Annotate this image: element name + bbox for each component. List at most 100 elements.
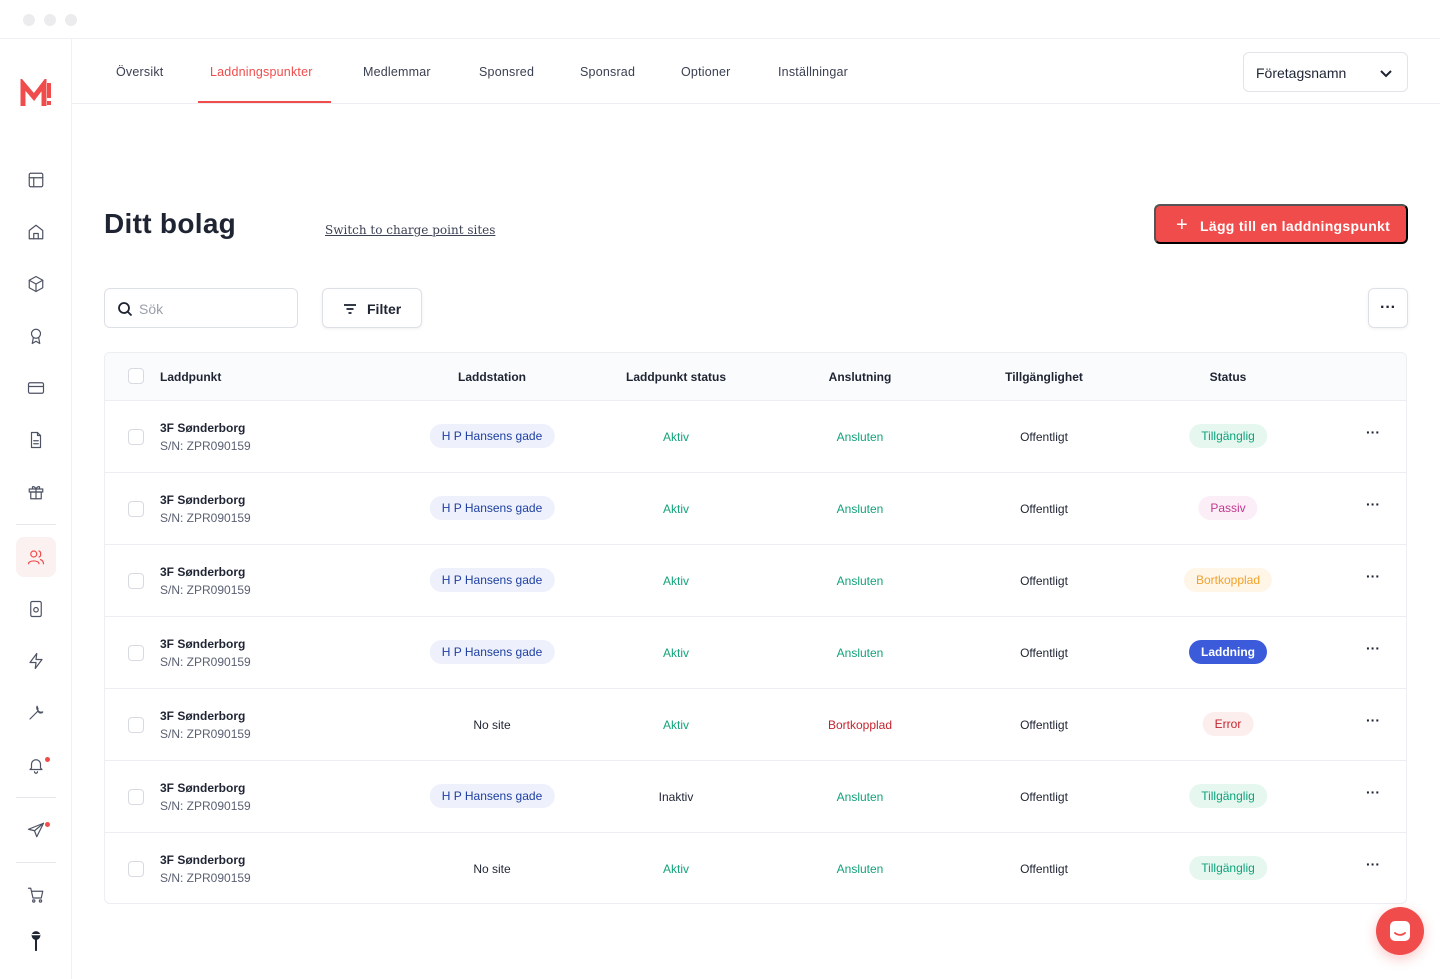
tab-oversikt[interactable]: Översikt: [116, 65, 164, 79]
table-row[interactable]: 3F Sønderborg S/N: ZPR090159 No site Aktiv A…: [105, 833, 1406, 903]
availability: Offentligt: [1020, 862, 1068, 876]
charge-point-name: 3F Sønderborg: [160, 781, 246, 795]
column-header-laddstation[interactable]: Laddstation: [458, 370, 526, 384]
row-more-button[interactable]: ···: [1366, 784, 1380, 800]
availability: Offentligt: [1020, 718, 1068, 732]
add-charge-point-button[interactable]: + Lägg till en laddningspunkt: [1154, 204, 1408, 244]
charge-point-status: Aktiv: [662, 646, 690, 660]
wrench-icon[interactable]: [16, 693, 56, 733]
connection-status: Ansluten: [836, 430, 884, 444]
row-checkbox[interactable]: [128, 789, 144, 805]
device-icon[interactable]: [16, 589, 56, 629]
table-row[interactable]: 3F Sønderborg S/N: ZPR090159 H P Hansens g…: [105, 617, 1406, 689]
row-checkbox[interactable]: [128, 645, 144, 661]
row-checkbox[interactable]: [128, 573, 144, 589]
chat-icon: [1390, 921, 1410, 941]
more-options-button[interactable]: ···: [1368, 288, 1408, 328]
select-all-checkbox[interactable]: [128, 368, 144, 384]
filter-icon: [344, 304, 356, 314]
availability: Offentligt: [1020, 502, 1068, 516]
page-title: Ditt bolag: [104, 208, 237, 239]
row-more-button[interactable]: ···: [1366, 712, 1380, 728]
tab-sponsred[interactable]: Sponsred: [479, 65, 535, 79]
status-badge: Laddning: [1189, 640, 1267, 664]
filter-button[interactable]: Filter: [322, 288, 422, 328]
tab-laddningspunkter[interactable]: Laddningspunkter: [210, 65, 313, 79]
availability: Offentligt: [1020, 646, 1068, 660]
column-header-laddpunkt[interactable]: Laddpunkt: [160, 370, 222, 384]
send-notification-dot: [45, 822, 50, 827]
sidebar: [0, 39, 72, 979]
charge-point-name: 3F Sønderborg: [160, 637, 246, 651]
company-select[interactable]: Företagsnamn: [1243, 52, 1408, 92]
column-header-anslutning[interactable]: Anslutning: [828, 370, 892, 384]
status-badge: Tillgänglig: [1189, 424, 1267, 448]
tab-medlemmar[interactable]: Medlemmar: [363, 65, 431, 79]
award-icon[interactable]: [16, 316, 56, 356]
station-link[interactable]: H P Hansens gade: [429, 424, 555, 448]
window-close-dot[interactable]: [23, 14, 35, 26]
serial-number: S/N: ZPR090159: [160, 871, 251, 885]
column-header-status[interactable]: Status: [1209, 370, 1247, 384]
tab-sponsrad[interactable]: Sponsrad: [580, 65, 636, 79]
cart-icon[interactable]: [16, 875, 56, 915]
row-checkbox[interactable]: [128, 501, 144, 517]
row-more-button[interactable]: ···: [1366, 424, 1380, 440]
search-field[interactable]: [104, 288, 298, 328]
table-header: Laddpunkt Laddstation Laddpunkt status A…: [105, 353, 1406, 401]
add-charge-point-label: Lägg till en laddningspunkt: [1200, 218, 1391, 234]
tab-optioner[interactable]: Optioner: [681, 65, 731, 79]
table-row[interactable]: 3F Sønderborg S/N: ZPR090159 H P Hansens g…: [105, 473, 1406, 545]
row-checkbox[interactable]: [128, 429, 144, 445]
row-more-button[interactable]: ···: [1366, 856, 1380, 872]
charge-point-name: 3F Sønderborg: [160, 709, 246, 723]
users-icon[interactable]: [16, 537, 56, 577]
avatar-icon[interactable]: [16, 921, 56, 961]
table-row[interactable]: 3F Sønderborg S/N: ZPR090159 No site Aktiv B…: [105, 689, 1406, 761]
bell-icon[interactable]: [16, 745, 56, 785]
column-header-tillganglighet[interactable]: Tillgänglighet: [1005, 370, 1083, 384]
credit-card-icon[interactable]: [16, 368, 56, 408]
charge-point-name: 3F Sønderborg: [160, 565, 246, 579]
row-more-button[interactable]: ···: [1366, 568, 1380, 584]
connection-status: Ansluten: [836, 574, 884, 588]
window-maximize-dot[interactable]: [65, 14, 77, 26]
logo[interactable]: [20, 79, 52, 109]
bolt-icon[interactable]: [16, 641, 56, 681]
column-header-laddpunkt-status[interactable]: Laddpunkt status: [625, 370, 727, 384]
company-select-value: Företagsnamn: [1256, 65, 1347, 81]
row-checkbox[interactable]: [128, 717, 144, 733]
status-badge: Tillgänglig: [1189, 784, 1267, 808]
row-checkbox[interactable]: [128, 861, 144, 877]
sidebar-divider: [16, 797, 56, 798]
search-input[interactable]: [139, 298, 289, 320]
top-navigation: Översikt Laddningspunkter Medlemmar Spon…: [72, 39, 1440, 104]
connection-status: Ansluten: [836, 646, 884, 660]
gift-icon[interactable]: [16, 472, 56, 512]
filter-label: Filter: [367, 301, 402, 317]
connection-status: Ansluten: [836, 790, 884, 804]
station-link[interactable]: H P Hansens gade: [429, 568, 555, 592]
window-minimize-dot[interactable]: [44, 14, 56, 26]
station-link[interactable]: H P Hansens gade: [429, 784, 555, 808]
row-more-button[interactable]: ···: [1366, 640, 1380, 656]
station-link[interactable]: H P Hansens gade: [429, 496, 555, 520]
station-link[interactable]: H P Hansens gade: [429, 640, 555, 664]
table-row[interactable]: 3F Sønderborg S/N: ZPR090159 H P Hansens g…: [105, 761, 1406, 833]
row-more-button[interactable]: ···: [1366, 496, 1380, 512]
chat-launcher-button[interactable]: [1376, 907, 1424, 955]
home-icon[interactable]: [16, 212, 56, 252]
charge-point-status: Aktiv: [662, 862, 690, 876]
tab-installningar[interactable]: Inställningar: [778, 65, 849, 79]
table-row[interactable]: 3F Sønderborg S/N: ZPR090159 H P Hansens g…: [105, 401, 1406, 473]
serial-number: S/N: ZPR090159: [160, 439, 251, 453]
charge-point-name: 3F Sønderborg: [160, 421, 246, 435]
sidebar-divider: [16, 524, 56, 525]
document-icon[interactable]: [16, 420, 56, 460]
table-row[interactable]: 3F Sønderborg S/N: ZPR090159 H P Hansens g…: [105, 545, 1406, 617]
connection-status: Ansluten: [836, 862, 884, 876]
switch-to-sites-link[interactable]: Switch to charge point sites: [325, 223, 496, 237]
layout-icon[interactable]: [16, 160, 56, 200]
send-icon[interactable]: [16, 810, 56, 850]
box-icon[interactable]: [16, 264, 56, 304]
